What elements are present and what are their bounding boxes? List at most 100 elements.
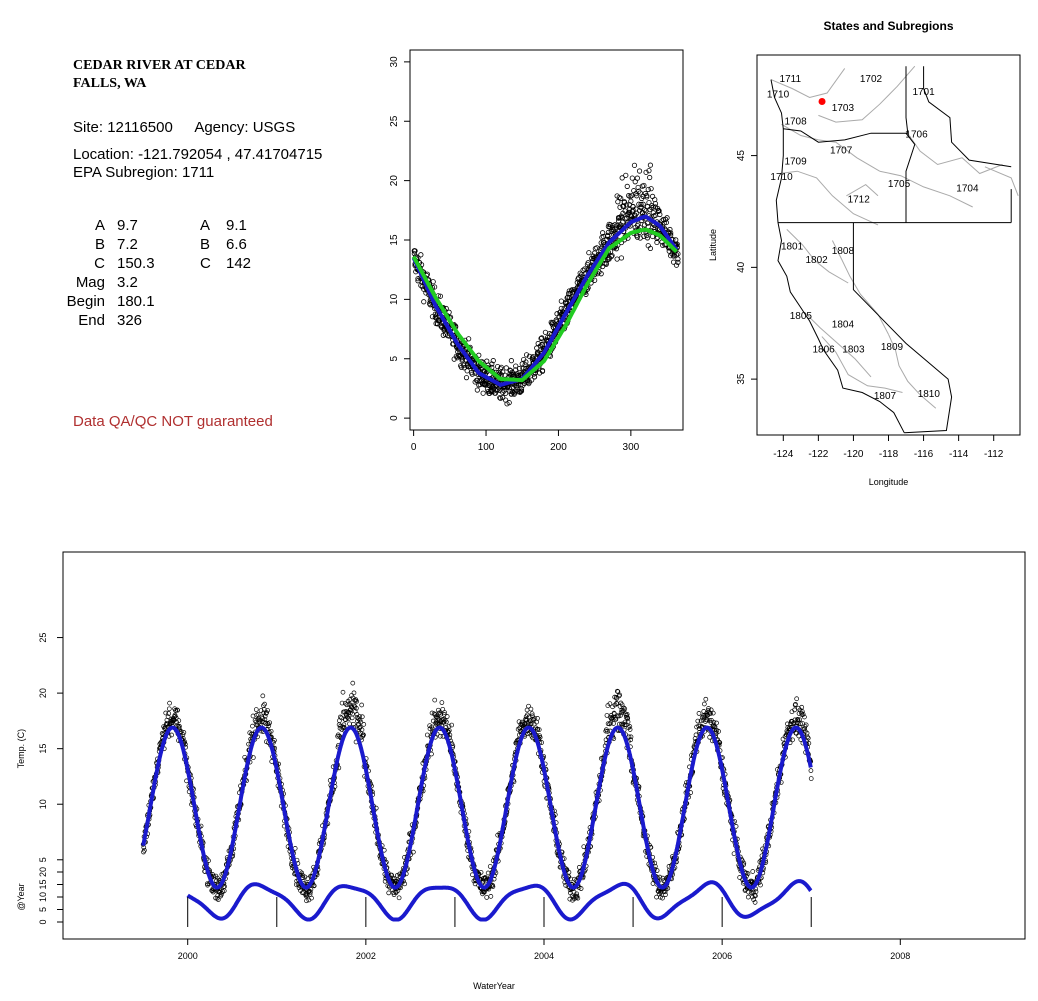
x-tick-label: 2004 [534, 951, 554, 961]
param-label: C [94, 255, 105, 272]
data-point [611, 721, 616, 726]
data-point [361, 722, 367, 727]
data-point [264, 710, 270, 715]
param-value: 326 [117, 312, 143, 329]
data-point [645, 186, 651, 193]
subregion-boundary [821, 336, 903, 393]
data-point [359, 714, 365, 720]
subregion-boundary [846, 183, 879, 197]
data-point [519, 721, 525, 727]
state-border [905, 132, 916, 223]
data-point [272, 738, 277, 743]
y2-tick-label: 0 [38, 919, 48, 924]
data-point [261, 707, 267, 712]
data-point [307, 889, 313, 895]
param-value: 9.7 [117, 217, 138, 234]
coastline [770, 79, 905, 434]
data-point [570, 290, 576, 296]
data-point [614, 696, 620, 701]
data-point [480, 390, 486, 396]
data-point [695, 718, 701, 724]
data-point [513, 363, 519, 369]
data-point [526, 714, 532, 720]
data-point [214, 878, 219, 883]
map-title: States and Subregions [823, 19, 953, 33]
data-point [263, 710, 269, 716]
data-point [526, 703, 531, 709]
data-point [309, 895, 314, 901]
region-label: 1705 [888, 179, 911, 190]
data-point [449, 722, 455, 728]
y-tick-label: 10 [389, 293, 400, 305]
region-label: 1801 [781, 241, 804, 252]
data-point [662, 889, 668, 895]
agency-value: USGS [252, 119, 296, 136]
data-point [657, 874, 663, 880]
data-point [618, 195, 624, 201]
data-point [415, 276, 421, 282]
data-point [529, 377, 535, 383]
location-line: Location: -121.792054 , 47.41704715 [73, 146, 322, 164]
site-label: Site: [73, 119, 104, 136]
data-point [800, 712, 806, 717]
y-axis-label: Latitude [708, 229, 718, 261]
x-tick-label: 2002 [356, 951, 376, 961]
data-point [737, 875, 743, 880]
x-axis-label: WaterYear [473, 981, 515, 991]
data-point [169, 732, 175, 738]
data-point [142, 847, 147, 853]
data-point [608, 253, 614, 260]
data-point [166, 711, 172, 716]
data-point [649, 193, 656, 199]
data-point [339, 700, 345, 706]
data-point [640, 201, 646, 207]
data-point [386, 890, 392, 896]
data-point [214, 895, 220, 901]
data-point [348, 704, 354, 709]
data-point [643, 169, 649, 175]
data-point [696, 711, 702, 716]
data-point [358, 719, 364, 725]
data-point [265, 708, 270, 713]
region-label: 1701 [912, 87, 935, 98]
data-point [667, 226, 673, 233]
data-point [622, 722, 627, 728]
data-point [266, 723, 272, 729]
data-point [442, 710, 447, 715]
fit-line-green [411, 227, 678, 383]
data-point [614, 688, 620, 694]
data-point [628, 193, 635, 199]
data-point [625, 716, 631, 721]
y2-tick-label: 15 [38, 879, 48, 889]
subregion-boundary [786, 229, 849, 284]
subregion-boundary [779, 170, 879, 226]
data-point [668, 253, 674, 259]
data-point [382, 878, 388, 884]
data-point [614, 256, 620, 262]
data-point [794, 696, 800, 702]
param-label: End [78, 312, 105, 329]
param-value: 7.2 [117, 236, 138, 253]
data-point [262, 701, 267, 707]
subregion-boundaries [770, 65, 1019, 409]
data-point [215, 897, 221, 902]
data-point [535, 350, 541, 356]
region-label: 1802 [805, 255, 828, 266]
data-point [411, 250, 417, 257]
y-tick-label: 5 [389, 356, 400, 362]
param-label: Begin [66, 293, 105, 310]
data-point [535, 727, 541, 732]
data-point [647, 162, 654, 168]
data-point [307, 888, 312, 894]
data-point [675, 256, 681, 262]
data-point [253, 707, 259, 712]
data-point [497, 395, 503, 401]
data-point [644, 194, 650, 200]
data-point [634, 210, 640, 216]
y-tick-label: 40 [736, 261, 747, 273]
data-point [510, 385, 517, 391]
region-label: 1809 [881, 342, 904, 353]
data-point [670, 253, 677, 259]
data-point [349, 693, 354, 698]
data-point [490, 358, 496, 364]
